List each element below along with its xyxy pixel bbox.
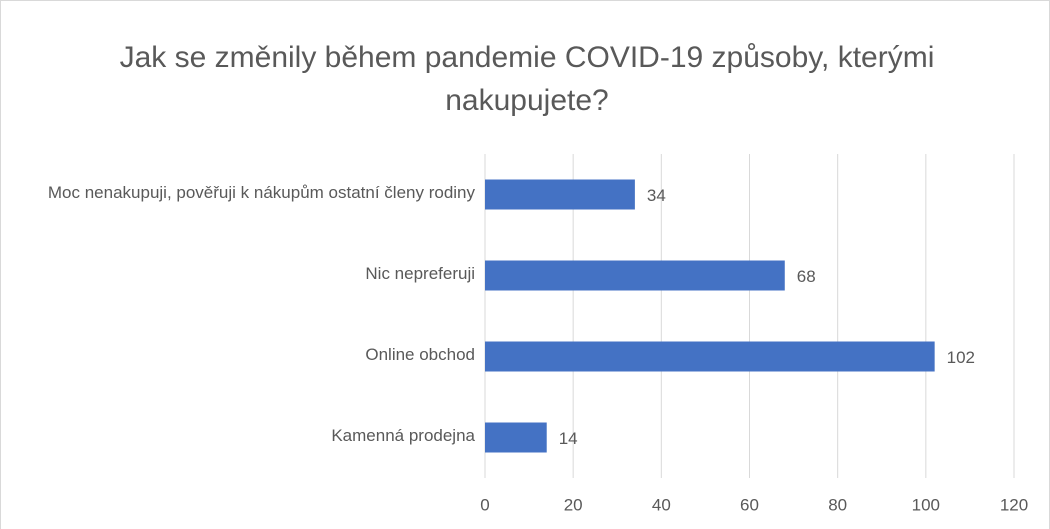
x-tick-label: 0	[480, 495, 489, 514]
chart-title: Jak se změnily během pandemie COVID-19 z…	[119, 41, 935, 117]
x-tick-label: 60	[740, 495, 759, 514]
x-tick-label: 120	[1000, 495, 1028, 514]
bar	[485, 260, 785, 291]
y-tick-label: Kamenná prodejna	[331, 426, 475, 445]
y-tick-label: Nic nepreferuji	[365, 264, 475, 283]
y-tick-label: Moc nenakupuji, pověřuji k nákupům ostat…	[47, 183, 475, 202]
bar	[485, 422, 547, 453]
data-label: 102	[947, 348, 975, 367]
x-tick-label: 40	[652, 495, 671, 514]
x-tick-label: 80	[828, 495, 847, 514]
bar	[485, 179, 635, 210]
x-tick-label: 100	[912, 495, 940, 514]
bar	[485, 341, 935, 372]
data-label: 34	[647, 186, 666, 205]
data-label: 68	[797, 267, 816, 286]
data-label: 14	[559, 429, 578, 448]
y-tick-label: Online obchod	[365, 345, 475, 364]
x-tick-label: 20	[564, 495, 583, 514]
